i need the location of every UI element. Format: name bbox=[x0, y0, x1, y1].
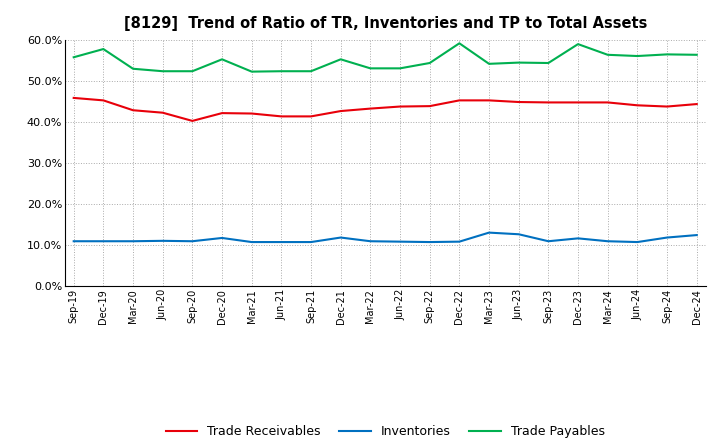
Inventories bbox=[277, 239, 286, 245]
Inventories bbox=[574, 236, 582, 241]
Trade Payables bbox=[69, 55, 78, 60]
Trade Payables bbox=[574, 41, 582, 47]
Inventories bbox=[336, 235, 345, 240]
Trade Payables bbox=[455, 40, 464, 46]
Line: Trade Receivables: Trade Receivables bbox=[73, 98, 697, 121]
Trade Receivables bbox=[544, 100, 553, 105]
Inventories bbox=[366, 238, 374, 244]
Trade Payables bbox=[603, 52, 612, 58]
Trade Payables bbox=[99, 46, 108, 51]
Inventories bbox=[307, 239, 315, 245]
Trade Payables bbox=[485, 61, 493, 66]
Inventories bbox=[396, 239, 405, 244]
Inventories bbox=[158, 238, 167, 243]
Trade Payables bbox=[662, 52, 671, 57]
Trade Receivables bbox=[603, 100, 612, 105]
Trade Payables bbox=[693, 52, 701, 58]
Trade Payables bbox=[396, 66, 405, 71]
Trade Receivables bbox=[336, 108, 345, 114]
Trade Receivables bbox=[633, 103, 642, 108]
Trade Payables bbox=[514, 60, 523, 65]
Inventories bbox=[99, 238, 108, 244]
Trade Payables bbox=[307, 69, 315, 74]
Trade Receivables bbox=[307, 114, 315, 119]
Trade Receivables bbox=[69, 95, 78, 101]
Trade Receivables bbox=[396, 104, 405, 109]
Inventories bbox=[514, 231, 523, 237]
Inventories bbox=[603, 238, 612, 244]
Trade Payables bbox=[188, 69, 197, 74]
Trade Receivables bbox=[129, 108, 138, 113]
Trade Receivables bbox=[426, 103, 434, 109]
Inventories bbox=[544, 238, 553, 244]
Inventories bbox=[485, 230, 493, 235]
Trade Receivables bbox=[277, 114, 286, 119]
Legend: Trade Receivables, Inventories, Trade Payables: Trade Receivables, Inventories, Trade Pa… bbox=[161, 420, 610, 440]
Trade Payables bbox=[366, 66, 374, 71]
Trade Receivables bbox=[693, 102, 701, 107]
Inventories bbox=[455, 239, 464, 244]
Inventories bbox=[129, 238, 138, 244]
Trade Payables bbox=[217, 57, 226, 62]
Trade Payables bbox=[336, 57, 345, 62]
Trade Payables bbox=[277, 69, 286, 74]
Trade Receivables bbox=[455, 98, 464, 103]
Inventories bbox=[217, 235, 226, 241]
Trade Receivables bbox=[514, 99, 523, 105]
Trade Receivables bbox=[574, 100, 582, 105]
Trade Payables bbox=[544, 60, 553, 66]
Trade Receivables bbox=[485, 98, 493, 103]
Trade Receivables bbox=[188, 118, 197, 124]
Trade Payables bbox=[633, 53, 642, 59]
Trade Payables bbox=[129, 66, 138, 71]
Line: Trade Payables: Trade Payables bbox=[73, 43, 697, 72]
Trade Receivables bbox=[248, 111, 256, 116]
Inventories bbox=[662, 235, 671, 240]
Line: Inventories: Inventories bbox=[73, 233, 697, 242]
Trade Receivables bbox=[99, 98, 108, 103]
Title: [8129]  Trend of Ratio of TR, Inventories and TP to Total Assets: [8129] Trend of Ratio of TR, Inventories… bbox=[124, 16, 647, 32]
Trade Payables bbox=[426, 60, 434, 66]
Trade Receivables bbox=[158, 110, 167, 115]
Trade Payables bbox=[158, 69, 167, 74]
Inventories bbox=[188, 238, 197, 244]
Inventories bbox=[248, 239, 256, 245]
Trade Receivables bbox=[217, 110, 226, 116]
Trade Receivables bbox=[366, 106, 374, 111]
Inventories bbox=[426, 239, 434, 245]
Trade Payables bbox=[248, 69, 256, 74]
Inventories bbox=[69, 238, 78, 244]
Inventories bbox=[633, 239, 642, 245]
Inventories bbox=[693, 232, 701, 238]
Trade Receivables bbox=[662, 104, 671, 109]
